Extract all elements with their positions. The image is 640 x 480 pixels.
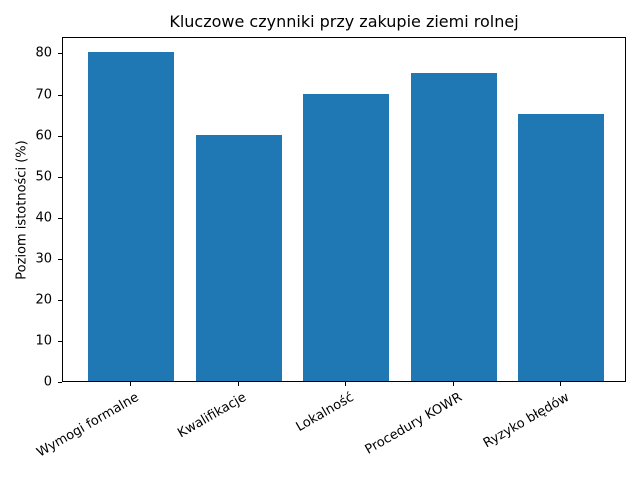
x-tick-label: Ryzyko błędów [480,390,572,452]
plot-area [62,37,626,382]
bar-1 [195,134,282,381]
x-tick-label: Lokalność [293,390,357,435]
bar-0 [88,52,174,381]
x-tick-label: Procedury KOWR [362,390,465,458]
chart-title: Kluczowe czynniki przy zakupie ziemi rol… [169,12,519,31]
bar-3 [410,72,497,381]
y-axis-label: Poziom istotności (%) [14,140,30,280]
bar-2 [303,93,389,381]
x-tick-label: Kwalifikacje [174,390,249,442]
bar-4 [518,114,604,381]
x-tick-label: Wymogi formalne [34,390,142,461]
